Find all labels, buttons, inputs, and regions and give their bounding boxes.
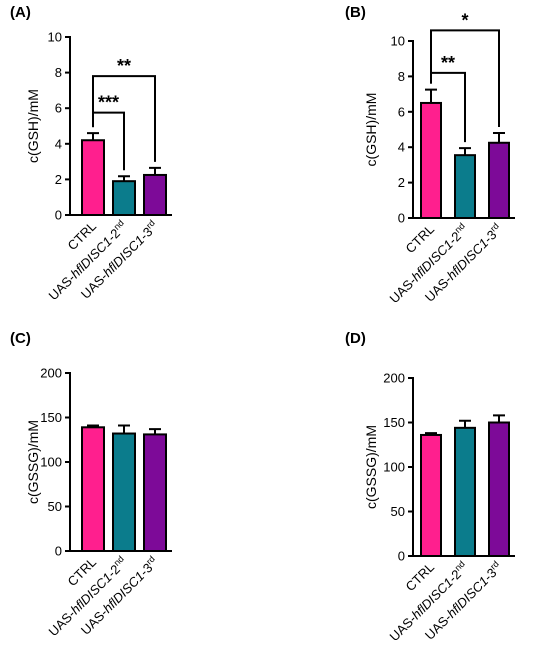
y-tick-label: 6 <box>55 101 62 116</box>
y-tick-label: 100 <box>40 455 62 470</box>
significance-stars: ** <box>441 53 455 73</box>
y-tick-label: 2 <box>398 175 405 190</box>
error-bar <box>87 132 99 141</box>
panel-label: (A) <box>10 4 31 21</box>
y-tick-label: 6 <box>398 104 405 119</box>
y-tick-label: 100 <box>383 460 405 475</box>
error-bar <box>87 424 99 428</box>
chart-panel-c: (C)c(GSSG)/mM050100150200CTRLUAS-hflDISC… <box>10 330 172 639</box>
bar-3rd <box>488 141 510 219</box>
y-tick-label: 8 <box>55 65 62 80</box>
bar-2nd <box>454 426 476 557</box>
y-tick-label: 50 <box>48 499 62 514</box>
panel-label: (D) <box>345 330 366 347</box>
y-axis-label: c(GSSG)/mM <box>363 425 379 509</box>
bar-2nd <box>454 154 476 219</box>
significance-stars: ** <box>117 56 131 76</box>
significance-bracket <box>92 75 156 162</box>
bar-3rd <box>143 173 167 216</box>
bar-2nd <box>112 432 136 552</box>
significance-stars: * <box>461 10 468 30</box>
bar-3rd <box>488 421 510 557</box>
error-bar <box>493 414 505 423</box>
y-tick-label: 150 <box>383 415 405 430</box>
significance-bracket <box>430 29 500 128</box>
error-bar <box>118 424 130 434</box>
y-axis-label: c(GSSG)/mM <box>25 420 41 504</box>
panel-label: (B) <box>345 4 366 21</box>
y-tick-label: 4 <box>398 140 405 155</box>
bar-ctrl <box>420 433 442 557</box>
chart-panel-d: (D)c(GSSG)/mM050100150200CTRLUAS-hflDISC… <box>345 330 515 644</box>
y-tick-label: 200 <box>383 371 405 386</box>
y-tick-label: 50 <box>391 504 405 519</box>
error-bar <box>493 132 505 143</box>
y-tick-label: 0 <box>398 549 405 564</box>
y-tick-label: 0 <box>55 544 62 559</box>
y-tick-label: 10 <box>48 30 62 45</box>
y-tick-label: 150 <box>40 410 62 425</box>
y-tick-label: 0 <box>398 211 405 226</box>
error-bar <box>149 166 161 175</box>
y-axis-label: c(GSH)/mM <box>25 89 41 163</box>
error-bar <box>459 419 471 428</box>
y-tick-label: 2 <box>55 172 62 187</box>
y-tick-label: 8 <box>398 69 405 84</box>
panel-label: (C) <box>10 330 31 347</box>
error-bar <box>425 432 437 435</box>
chart-panel-a: (A)c(GSH)/mM0246810CTRLUAS-hflDISC1-2ndU… <box>10 4 172 303</box>
y-tick-label: 4 <box>55 136 62 151</box>
chart-panel-b: (B)c(GSH)/mM0246810CTRLUAS-hflDISC1-2ndU… <box>345 4 515 306</box>
bar-2nd <box>112 180 136 216</box>
error-bar <box>118 175 130 182</box>
significance-stars: *** <box>98 93 119 113</box>
bar-ctrl <box>81 426 105 553</box>
error-bar <box>149 428 161 435</box>
bar-ctrl <box>81 139 105 217</box>
bar-3rd <box>143 433 167 552</box>
y-axis-label: c(GSH)/mM <box>363 93 379 167</box>
bar-ctrl <box>420 101 442 219</box>
y-tick-label: 0 <box>55 208 62 223</box>
error-bar <box>459 147 471 156</box>
y-tick-label: 200 <box>40 366 62 381</box>
y-tick-label: 10 <box>391 34 405 49</box>
error-bar <box>425 88 437 103</box>
